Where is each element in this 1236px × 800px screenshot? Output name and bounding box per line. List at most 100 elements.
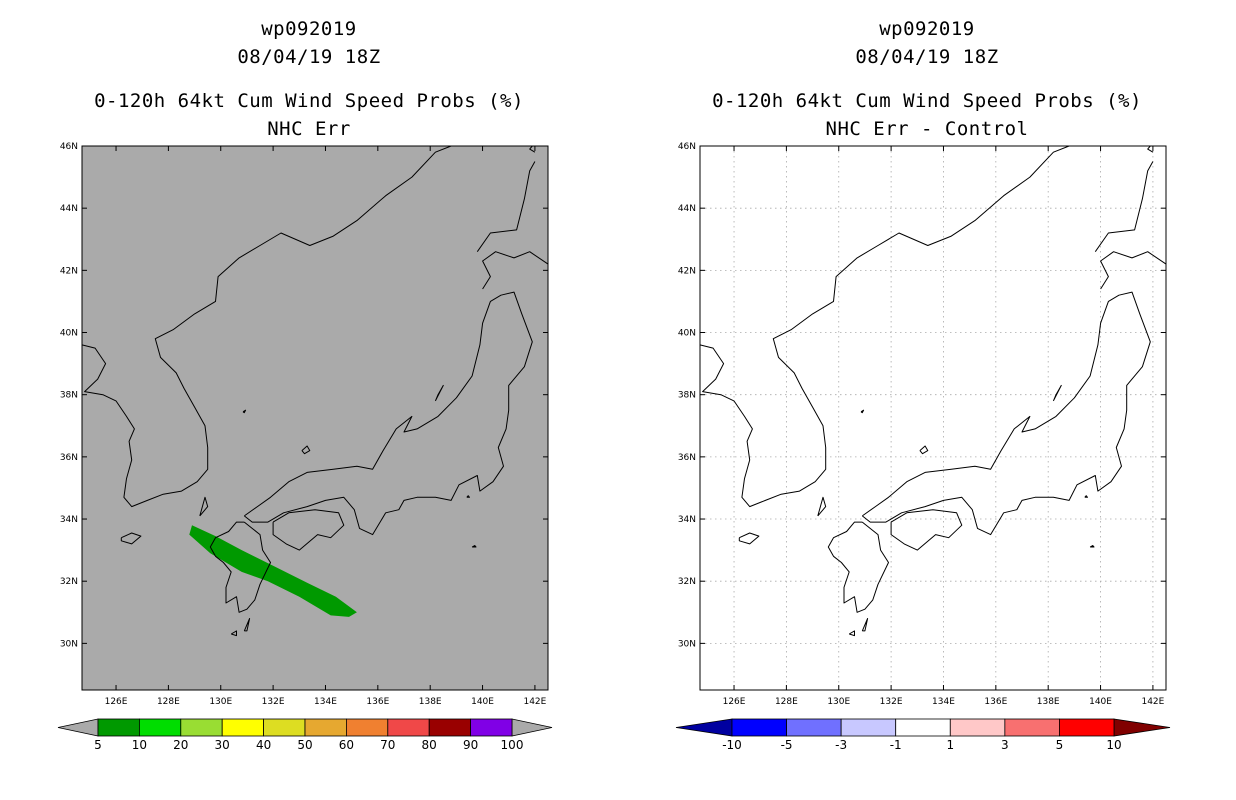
- colorbar-label: 30: [215, 738, 230, 752]
- coastline: [817, 496, 827, 517]
- lat-label: 40N: [60, 329, 78, 339]
- lat-label: 40N: [678, 329, 696, 339]
- subtitle: NHC Err: [267, 118, 351, 140]
- colorbar-label: 60: [339, 738, 354, 752]
- colorbar-high-arrow: [511, 718, 553, 737]
- lat-label: 46N: [60, 142, 78, 152]
- coastline: [1100, 251, 1167, 290]
- colorbar-swatch: [304, 718, 347, 737]
- coastline: [209, 521, 271, 613]
- lon-label: 142E: [1141, 697, 1164, 707]
- lon-label: 140E: [1089, 697, 1112, 707]
- colorbar-label: -10: [722, 738, 742, 752]
- coastline: [230, 630, 237, 637]
- coastline: [848, 630, 855, 637]
- colorbar-swatch: [840, 718, 897, 737]
- map-background: [82, 146, 548, 690]
- coastline: [1089, 545, 1095, 548]
- colorbar-label: 100: [501, 738, 524, 752]
- coastline: [199, 496, 209, 517]
- lat-label: 36N: [60, 453, 78, 463]
- lon-label: 128E: [775, 697, 798, 707]
- lon-label: 142E: [523, 697, 546, 707]
- colorbar-low-arrow: [675, 718, 733, 737]
- colorbar-label: -5: [781, 738, 793, 752]
- lat-label: 44N: [678, 204, 696, 214]
- storm-id-title: wp092019: [261, 18, 357, 40]
- colorbar-swatch: [731, 718, 787, 737]
- colorbar-label: 5: [1056, 738, 1064, 752]
- lon-label: 132E: [262, 697, 285, 707]
- lat-label: 46N: [678, 142, 696, 152]
- lon-label: 134E: [314, 697, 337, 707]
- colorbar-label: 40: [256, 738, 271, 752]
- coastline: [243, 618, 251, 632]
- lat-label: 32N: [678, 577, 696, 587]
- lon-label: 126E: [723, 697, 746, 707]
- storm-id-title: wp092019: [879, 18, 975, 40]
- lat-label: 32N: [60, 577, 78, 587]
- colorbar-label: -3: [835, 738, 847, 752]
- colorbar-swatch: [97, 718, 140, 737]
- lon-label: 132E: [880, 697, 903, 707]
- colorbar-swatch: [138, 718, 182, 737]
- lat-label: 44N: [60, 204, 78, 214]
- coastline: [1094, 161, 1154, 252]
- lat-label: 42N: [60, 266, 78, 276]
- colorbar-label: 10: [132, 738, 147, 752]
- map-frame: [699, 145, 1167, 691]
- lat-label: 34N: [60, 515, 78, 525]
- lat-label: 30N: [60, 639, 78, 649]
- colorbar-swatch: [786, 718, 842, 737]
- product-title: 0-120h 64kt Cum Wind Speed Probs (%): [712, 90, 1142, 112]
- coastline: [81, 145, 452, 508]
- lon-label: 136E: [984, 697, 1007, 707]
- lon-label: 138E: [1037, 697, 1060, 707]
- colorbar-swatch: [1004, 718, 1060, 737]
- colorbar-swatch: [949, 718, 1006, 737]
- colorbar-label: 1: [946, 738, 954, 752]
- colorbar-swatch: [263, 718, 306, 737]
- coastlines: [699, 145, 1167, 637]
- subtitle: NHC Err - Control: [825, 118, 1029, 140]
- lat-label: 34N: [678, 515, 696, 525]
- lat-label: 42N: [678, 266, 696, 276]
- probability-map: 46N 44N 42N 40N 38N 36N 34N 32N 30N 126E 128E 130E 1…: [57, 142, 553, 752]
- lon-label: 130E: [827, 697, 850, 707]
- probability-swath: [189, 525, 357, 617]
- coastline: [827, 521, 889, 613]
- colorbar-label: 80: [422, 738, 437, 752]
- coastline: [890, 509, 963, 551]
- coastline: [120, 532, 142, 545]
- coastline: [1084, 495, 1088, 498]
- colorbar-swatch: [470, 718, 513, 737]
- lon-label: 136E: [366, 697, 389, 707]
- colorbar-swatch: [895, 718, 951, 737]
- coastline: [1052, 384, 1062, 402]
- lat-label: 36N: [678, 453, 696, 463]
- lon-label: 128E: [157, 697, 180, 707]
- product-title: 0-120h 64kt Cum Wind Speed Probs (%): [94, 90, 524, 112]
- lon-label: 140E: [471, 697, 494, 707]
- coastline: [434, 384, 444, 402]
- colorbar-swatch: [1059, 718, 1115, 737]
- lon-label: 130E: [209, 697, 232, 707]
- datetime-title: 08/04/19 18Z: [855, 46, 999, 68]
- right-panel: wp092019 08/04/19 18Z 0-120h 64kt Cum Wi…: [618, 0, 1236, 800]
- map-frame: [81, 145, 549, 691]
- colorbar: 5 10 20 30 40 50 60 70 80 90 100: [57, 718, 553, 752]
- coastline: [301, 445, 311, 455]
- colorbar-label: 20: [173, 738, 188, 752]
- coastline: [529, 145, 536, 153]
- lat-label: 30N: [678, 639, 696, 649]
- coastline: [482, 251, 549, 290]
- colorbar-label: 90: [463, 738, 478, 752]
- colorbar-label: 3: [1001, 738, 1009, 752]
- coastline: [272, 509, 345, 551]
- coastline: [471, 545, 477, 548]
- colorbar-low-arrow: [57, 718, 99, 737]
- lon-label: 134E: [932, 697, 955, 707]
- colorbar: -10 -5 -3 -1 1 3 5 10: [675, 718, 1171, 752]
- colorbar-swatch: [428, 718, 472, 737]
- lat-label: 38N: [678, 391, 696, 401]
